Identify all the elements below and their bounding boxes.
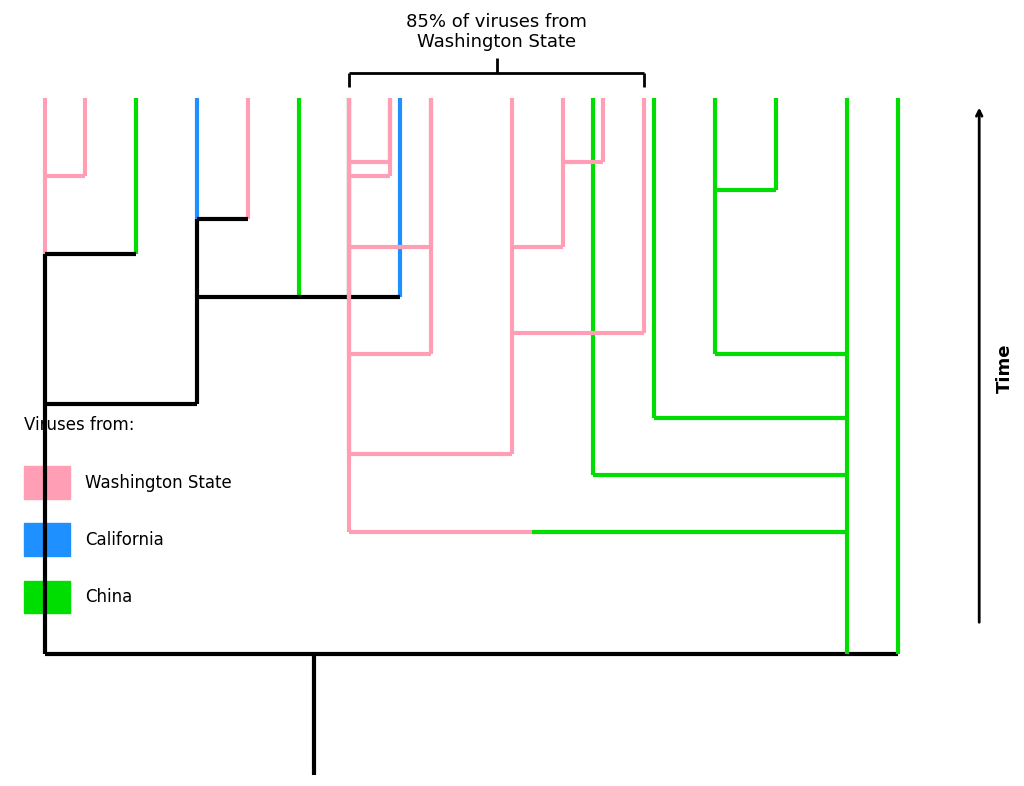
Text: China: China — [85, 588, 133, 605]
Text: Viruses from:: Viruses from: — [25, 417, 135, 435]
FancyBboxPatch shape — [25, 581, 71, 612]
Text: Washington State: Washington State — [85, 473, 232, 491]
Text: Time: Time — [995, 343, 1014, 393]
Text: California: California — [85, 531, 164, 549]
FancyBboxPatch shape — [25, 523, 71, 556]
Text: 85% of viruses from
Washington State: 85% of viruses from Washington State — [407, 13, 587, 51]
FancyBboxPatch shape — [25, 466, 71, 498]
